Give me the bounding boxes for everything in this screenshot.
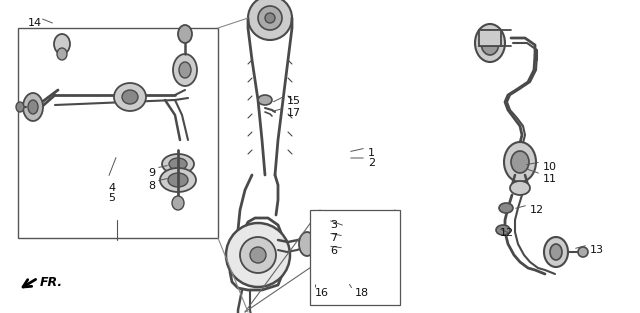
Bar bbox=[310, 210, 400, 305]
Text: 1: 1 bbox=[368, 148, 375, 158]
Text: 14: 14 bbox=[28, 18, 42, 28]
Ellipse shape bbox=[346, 250, 364, 262]
Ellipse shape bbox=[349, 226, 361, 238]
Text: 18: 18 bbox=[355, 288, 369, 298]
Ellipse shape bbox=[54, 34, 70, 54]
Ellipse shape bbox=[350, 214, 360, 230]
Ellipse shape bbox=[321, 276, 339, 290]
Ellipse shape bbox=[28, 100, 38, 114]
Text: 8: 8 bbox=[148, 181, 155, 191]
Text: 12: 12 bbox=[530, 205, 544, 215]
Ellipse shape bbox=[362, 278, 374, 288]
Text: 7: 7 bbox=[330, 233, 337, 243]
Text: 10: 10 bbox=[543, 162, 557, 172]
Ellipse shape bbox=[511, 151, 529, 173]
Ellipse shape bbox=[173, 54, 197, 86]
Ellipse shape bbox=[114, 83, 146, 111]
Text: 12: 12 bbox=[500, 228, 514, 238]
Ellipse shape bbox=[339, 245, 371, 267]
Ellipse shape bbox=[250, 247, 266, 263]
Ellipse shape bbox=[299, 232, 315, 256]
Ellipse shape bbox=[258, 95, 272, 105]
Text: 15: 15 bbox=[287, 96, 301, 106]
Text: 2: 2 bbox=[368, 158, 375, 168]
Ellipse shape bbox=[172, 196, 184, 210]
Text: 5: 5 bbox=[108, 193, 115, 203]
Ellipse shape bbox=[265, 13, 275, 23]
Ellipse shape bbox=[178, 25, 192, 43]
Text: 3: 3 bbox=[330, 220, 337, 230]
Text: 13: 13 bbox=[590, 245, 604, 255]
Text: 11: 11 bbox=[543, 174, 557, 184]
Ellipse shape bbox=[23, 93, 43, 121]
Ellipse shape bbox=[578, 247, 588, 257]
Text: 4: 4 bbox=[108, 183, 115, 193]
Ellipse shape bbox=[510, 181, 530, 195]
Ellipse shape bbox=[226, 223, 290, 287]
Text: 9: 9 bbox=[148, 168, 155, 178]
Ellipse shape bbox=[179, 62, 191, 78]
Bar bbox=[479, 30, 501, 46]
Ellipse shape bbox=[504, 142, 536, 182]
Ellipse shape bbox=[57, 48, 67, 60]
Text: 17: 17 bbox=[287, 108, 301, 118]
Ellipse shape bbox=[341, 233, 369, 251]
Text: FR.: FR. bbox=[40, 275, 63, 289]
Ellipse shape bbox=[169, 158, 187, 170]
Ellipse shape bbox=[325, 279, 335, 287]
Ellipse shape bbox=[162, 154, 194, 174]
Ellipse shape bbox=[481, 31, 499, 55]
Ellipse shape bbox=[550, 244, 562, 260]
Ellipse shape bbox=[475, 24, 505, 62]
Text: 6: 6 bbox=[330, 246, 337, 256]
Ellipse shape bbox=[160, 168, 196, 192]
Bar bbox=[18, 28, 218, 238]
Ellipse shape bbox=[122, 90, 138, 104]
Ellipse shape bbox=[248, 0, 292, 40]
Text: 16: 16 bbox=[315, 288, 329, 298]
Ellipse shape bbox=[499, 203, 513, 213]
Ellipse shape bbox=[496, 225, 510, 235]
Ellipse shape bbox=[258, 6, 282, 30]
Ellipse shape bbox=[347, 237, 363, 247]
Ellipse shape bbox=[168, 173, 188, 187]
Ellipse shape bbox=[16, 102, 24, 112]
Ellipse shape bbox=[544, 237, 568, 267]
Ellipse shape bbox=[240, 237, 276, 273]
